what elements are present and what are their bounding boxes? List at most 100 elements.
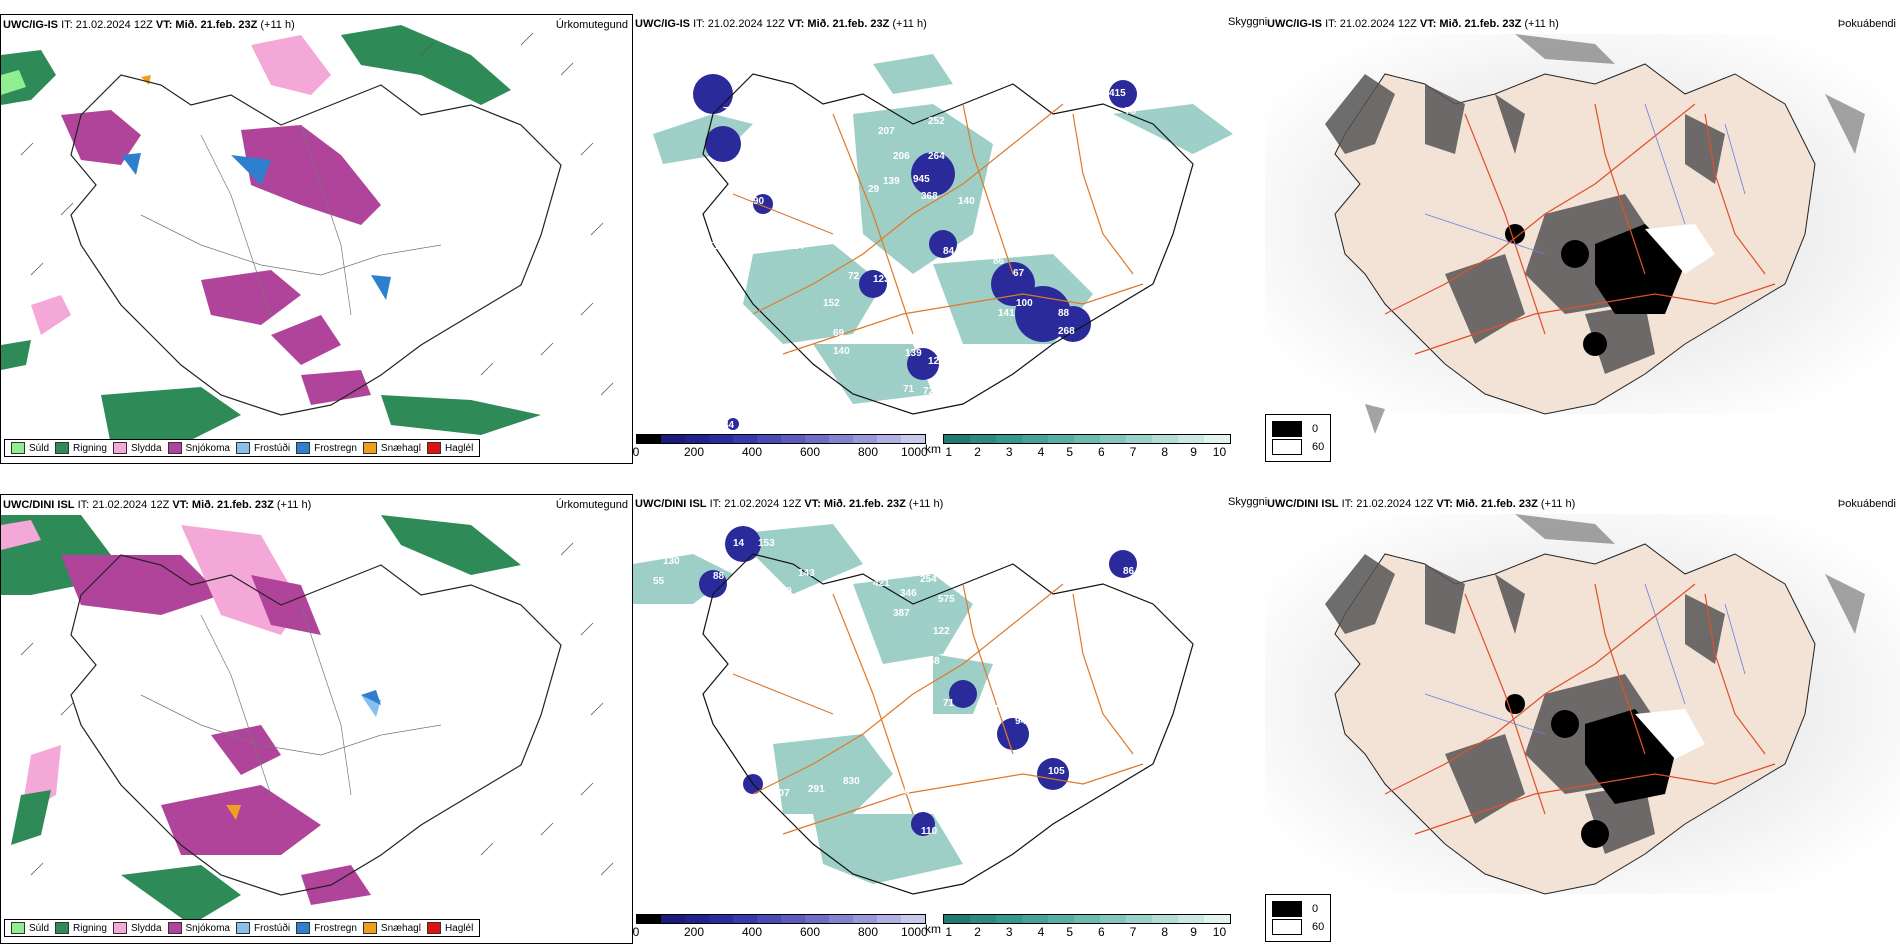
cloud-base-colorbar-gradient (636, 914, 926, 924)
cloud-labels-top: 163 43 72 130 117 20 30 178 90 11 51 14 … (693, 48, 1137, 431)
cloud-label: 368 (921, 191, 938, 202)
iceland-coast-cloud-top (702, 73, 1194, 415)
cloud-label: 207 (878, 126, 895, 137)
fog-map-svg-top (1265, 34, 1900, 434)
cloud-label: 117 (743, 146, 760, 157)
cloud-label: 130 (763, 121, 780, 132)
cloud-label: 163 (903, 48, 920, 59)
cloud-label: 71 (943, 698, 955, 709)
cloud-label: 72 (723, 106, 735, 117)
cloud-label: 264 (928, 151, 945, 162)
cloud-label: 29 (868, 184, 880, 195)
cloud-label: 72 (923, 386, 935, 397)
precip-map-svg-top (1, 25, 614, 445)
cloud-map-svg-top: 163 43 72 130 117 20 30 178 90 11 51 14 … (653, 48, 1233, 431)
visibility-colorbar-gradient (943, 434, 1231, 444)
cloud-label: 72 (848, 271, 860, 282)
wind-barbs-top (20, 32, 614, 396)
cloud-label: 14 (733, 538, 745, 549)
fog-indicator-map-top: UWC/IG-IS IT: 21.02.2024 12Z VT: Mið. 21… (1265, 14, 1900, 464)
cloud-base-colorbar-bottom: 0 200 400 600 800 1000 m (633, 914, 928, 939)
cloud-label: 17 (1125, 540, 1137, 551)
cloud-label: 84 (943, 246, 955, 257)
cloud-label: 71 (903, 384, 915, 395)
cloud-label: 90 (753, 196, 765, 207)
cloud-label: 346 (900, 588, 917, 599)
cloud-label: 457 (893, 726, 910, 737)
precip-areas-top (1, 25, 541, 445)
cloud-label: 329 (1028, 394, 1045, 405)
cloud-label: 20 (768, 161, 780, 172)
cloud-label: 830 (843, 776, 860, 787)
cloud-label: 401 (903, 748, 920, 759)
cloud-label: 84 (723, 420, 735, 431)
fog-header-top: UWC/IG-IS IT: 21.02.2024 12Z VT: Mið. 21… (1267, 18, 1559, 30)
cloud-label: 139 (883, 176, 900, 187)
cloud-label: 575 (938, 594, 955, 605)
cloud-label: 129 (775, 586, 792, 597)
cloud-base-map-bottom: 106 153 14 130 409 88 160 129 333 143 55… (633, 494, 1265, 944)
cloud-base-map-top: 163 43 72 130 117 20 30 178 90 11 51 14 … (633, 14, 1265, 464)
cloud-label: 105 (1048, 766, 1065, 777)
wind-barbs-bottom (20, 542, 614, 876)
cloud-label: 88 (713, 571, 725, 582)
cloud-label: 178 (693, 171, 710, 182)
cloud-label: 1 (713, 606, 719, 617)
cloud-label: 139 (905, 348, 922, 359)
fog-map-svg-bottom (1265, 514, 1900, 895)
cloud-base-colorbar-gradient (636, 434, 926, 444)
precip-type-map-top: UWC/IG-IS IT: 21.02.2024 12Z VT: Mið. 21… (0, 14, 633, 464)
cloud-label: 358 (923, 656, 940, 667)
cloud-label: 73 (993, 704, 1005, 715)
cloud-label: 14 (793, 241, 805, 252)
visibility-colorbar-bottom: 1 2 3 4 5 6 7 8 9 10 km (925, 914, 1231, 939)
precip-title-top: Úrkomutegund (555, 19, 628, 31)
precip-legend-top: Súld Rigning Slydda Snjókoma Frostúði Fr… (4, 439, 481, 457)
cloud-label: 140 (958, 196, 975, 207)
cloud-label: 153 (853, 716, 870, 727)
visibility-colorbar-top: 1 2 3 4 5 6 7 8 9 10 km (925, 434, 1231, 459)
cloud-label: 160 (748, 586, 765, 597)
fog-header-bottom: UWC/DINI ISL IT: 21.02.2024 12Z VT: Mið.… (1267, 498, 1576, 510)
cloud-labels-bottom: 106 153 14 130 409 88 160 129 333 143 55… (653, 521, 1137, 837)
precip-map-svg-bottom (1, 515, 614, 925)
cloud-label: 88 (1058, 308, 1070, 319)
cloud-label: 206 (893, 151, 910, 162)
cloud-label: 415 (1109, 88, 1126, 99)
cloud-label: 254 (920, 574, 937, 585)
fog-indicator-map-bottom: UWC/DINI ISL IT: 21.02.2024 12Z VT: Mið.… (1265, 494, 1900, 944)
cloud-label: 140 (833, 346, 850, 357)
cloud-label: 86 (1123, 566, 1135, 577)
precip-areas-bottom (1, 515, 521, 925)
cloud-label: 55 (653, 576, 665, 587)
visibility-title-bottom: Skyggni (1228, 496, 1268, 508)
cloud-label: 100 (1016, 298, 1033, 309)
cloud-label: 208 (905, 301, 922, 312)
visibility-title-top: Skyggni (1228, 16, 1268, 28)
cloud-label: 123 (873, 274, 890, 285)
cloud-label: 11 (783, 226, 794, 237)
cloud-label: 107 (773, 788, 790, 799)
cloud-label: 130 (663, 556, 680, 567)
iceland-coast-bottom (70, 554, 562, 896)
cloud-label: 945 (913, 174, 930, 185)
precip-header-top: UWC/IG-IS IT: 21.02.2024 12Z VT: Mið. 21… (3, 19, 295, 31)
precip-header-bottom: UWC/DINI ISL IT: 21.02.2024 12Z VT: Mið.… (3, 499, 312, 511)
fog-title-bottom: Þokuábendi (1837, 498, 1896, 510)
cloud-label: 20 (788, 351, 800, 362)
visibility-colorbar-gradient (943, 914, 1231, 924)
precip-legend-bottom: Súld Rigning Slydda Snjókoma Frostúði Fr… (4, 919, 481, 937)
cloud-label: 233 (918, 796, 935, 807)
cloud-label: 268 (1058, 326, 1075, 337)
cloud-label: 152 (823, 298, 840, 309)
iceland-coast-top (70, 74, 562, 416)
cloud-label: 141 (998, 308, 1015, 319)
cloud-label: 122 (1051, 748, 1068, 759)
cloud-label: 91 (1088, 548, 1100, 559)
fog-legend-top: 0 60 (1265, 414, 1332, 462)
cloud-label: 30 (718, 161, 730, 172)
cloud-label: 85 (925, 268, 937, 279)
cloud-header-top: UWC/IG-IS IT: 21.02.2024 12Z VT: Mið. 21… (635, 18, 927, 30)
cloud-label: 333 (808, 598, 825, 609)
fog-legend-bottom: 0 60 (1265, 894, 1332, 942)
